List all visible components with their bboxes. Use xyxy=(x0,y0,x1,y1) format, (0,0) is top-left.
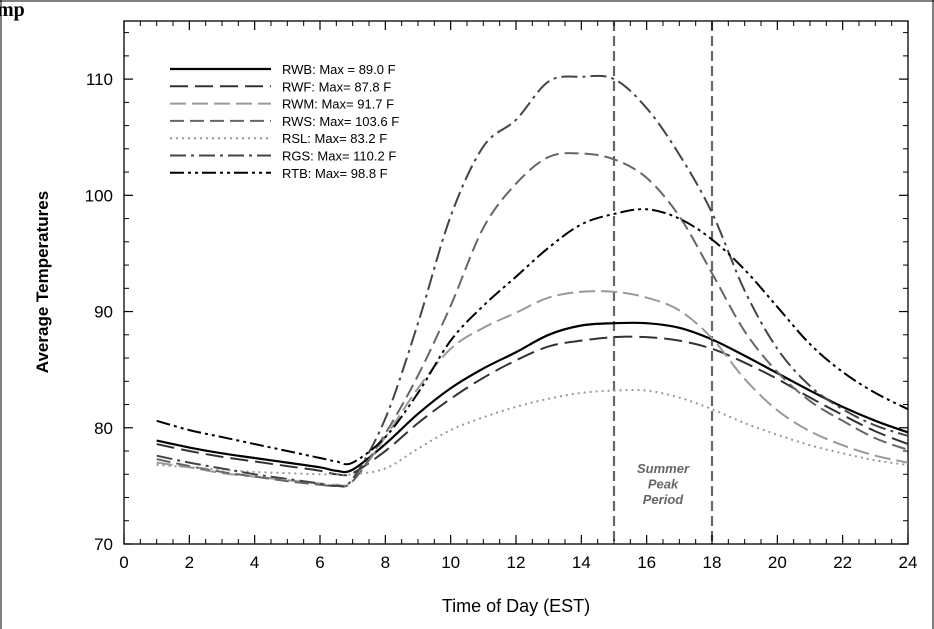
partial-top-text: mp xyxy=(0,0,25,21)
x-tick-label: 22 xyxy=(833,553,852,572)
annotation-text: Peak xyxy=(648,477,679,492)
legend-label: RSL: Max= 83.2 F xyxy=(282,131,387,146)
x-tick-label: 20 xyxy=(768,553,787,572)
y-tick-label: 80 xyxy=(94,419,113,438)
x-tick-label: 6 xyxy=(315,553,324,572)
series-line-5 xyxy=(156,74,908,488)
series-lines xyxy=(156,74,908,488)
peak-period-lines xyxy=(612,21,714,544)
x-tick-label: 12 xyxy=(507,553,526,572)
x-axis-title: Time of Day (EST) xyxy=(442,596,590,616)
x-tick-label: 16 xyxy=(637,553,656,572)
x-tick-label: 14 xyxy=(572,553,591,572)
x-tick-label: 24 xyxy=(899,553,918,572)
y-axis-title: Average Temperatures xyxy=(33,191,52,373)
x-tick-label: 2 xyxy=(185,553,194,572)
plot-frame xyxy=(123,20,909,545)
legend-label: RTB: Max= 98.8 F xyxy=(282,166,388,181)
y-tick-label: 70 xyxy=(94,535,113,554)
legend: RWB: Max = 89.0 F RWF: Max= 87.8 F RWM: Ma… xyxy=(170,62,399,181)
legend-label: RGS: Max= 110.2 F xyxy=(282,149,396,164)
annotation-text: Period xyxy=(643,492,685,507)
legend-label: RWF: Max= 87.8 F xyxy=(282,79,391,94)
y-tick-label: 90 xyxy=(94,303,113,322)
x-tick-label: 10 xyxy=(441,553,460,572)
series-line-3 xyxy=(156,152,908,488)
x-tick-label: 8 xyxy=(381,553,390,572)
x-tick-label: 18 xyxy=(703,553,722,572)
x-tick-label: 4 xyxy=(250,553,259,572)
annotation-text: Summer xyxy=(637,461,690,476)
y-tick-label: 100 xyxy=(85,186,113,205)
x-tick-label: 0 xyxy=(119,553,128,572)
legend-label: RWB: Max = 89.0 F xyxy=(282,62,396,77)
series-line-0 xyxy=(156,321,908,474)
plot-area-frame xyxy=(123,20,909,545)
legend-label: RWM: Max= 91.7 F xyxy=(282,97,394,112)
y-tick-label: 110 xyxy=(86,70,113,89)
legend-label: RWS: Max= 103.6 F xyxy=(282,114,399,129)
series-line-6 xyxy=(156,208,908,466)
series-line-1 xyxy=(156,335,908,477)
series-line-2 xyxy=(156,290,908,487)
series-line-4 xyxy=(156,388,908,476)
